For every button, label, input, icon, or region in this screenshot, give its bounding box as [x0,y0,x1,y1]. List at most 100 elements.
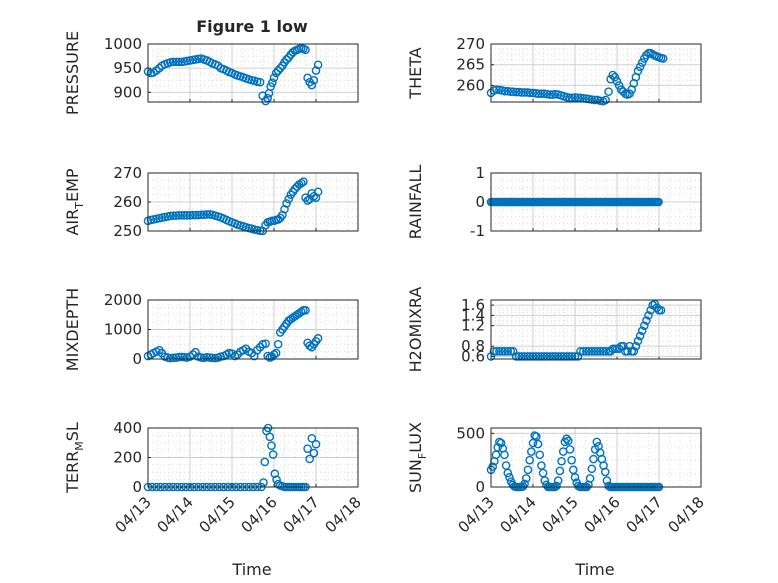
data-point [268,78,277,87]
data-point [633,66,643,76]
data-point [625,89,634,99]
data-point [207,353,217,363]
data-point [635,331,645,341]
data-point [587,464,597,474]
data-point [587,95,597,104]
data-point [273,339,283,349]
data-point [492,347,501,356]
data-point [562,434,571,444]
x-tick-label: 04/18 [322,493,365,536]
data-point [500,347,510,356]
data-point [492,85,501,94]
y-tick-label: 270 [113,164,142,182]
data-point [517,352,526,361]
y-tick-label: 400 [113,419,142,437]
data-point [573,352,583,361]
data-point [307,80,317,90]
data-point [282,55,291,64]
data-point [565,93,574,103]
data-point [559,352,568,361]
data-point [656,305,666,315]
data-point [275,63,285,73]
data-point [553,476,563,485]
data-point [654,197,663,207]
axes-frame [147,172,359,232]
data-point [619,341,628,351]
subplot-pressure: 900 950 1000 PRESSURE [63,31,359,115]
y-tick-label: 1.2 [461,317,485,335]
y-tick-label: 250 [113,222,142,240]
data-point [584,347,594,356]
y-tick-label: 200 [113,449,142,467]
data-point [284,194,294,204]
data-point [313,187,323,197]
data-point [631,341,641,351]
data-point [508,87,518,96]
y-tick-label: 0.6 [461,347,485,365]
y-tick-label: 1000 [104,321,142,339]
data-point [608,70,618,80]
data-point [600,467,610,477]
x-tick-label: 04/18 [665,493,708,536]
data-point [527,447,536,456]
data-point [278,210,287,220]
data-point [168,353,178,363]
data-point [503,86,513,96]
data-point [530,431,539,440]
data-point [590,347,600,356]
data-point [280,204,289,214]
data-point [311,439,321,449]
y-tick-label: 2000 [104,291,142,309]
data-point [303,444,312,453]
y-axis-label: AIRTEMP [63,168,86,235]
data-point [271,348,281,358]
data-point [489,347,499,356]
data-point [296,178,306,188]
data-point [587,347,597,356]
data-point [177,352,186,362]
y-tick-label: 265 [456,56,485,74]
data-point [640,321,649,330]
data-point [562,352,571,361]
data-point [528,88,538,98]
data-point [168,211,178,220]
data-point [595,96,605,106]
data-point [165,211,175,221]
data-point [520,88,529,97]
data-point [500,450,509,460]
data-point [180,211,189,220]
y-tick-label: 900 [113,83,142,101]
data-point [202,352,212,362]
data-point [265,432,275,442]
data-point [498,347,507,356]
data-point [525,88,535,98]
axes-frame [147,43,359,103]
data-point [503,347,513,356]
data-point [585,474,595,483]
data-point [267,441,276,451]
data-point [517,88,526,97]
data-point [523,352,532,361]
data-point [165,353,175,363]
data-point [537,352,546,361]
data-point [642,50,651,60]
data-point [570,93,580,102]
axes-frame [490,172,702,232]
data-point [565,445,575,454]
x-tick-label: 04/13 [455,493,498,536]
data-point [288,47,298,57]
data-point [589,454,598,464]
axes-frame [147,427,359,488]
data-point [272,475,281,484]
data-point [171,57,181,67]
data-point [269,73,279,83]
data-point [309,75,319,85]
y-tick-label: 1 [475,164,485,182]
y-tick-label: 1.6 [461,296,485,314]
y-tick-label: 0 [475,193,485,211]
data-point [576,347,585,356]
data-point [174,352,183,362]
data-point [523,465,533,475]
